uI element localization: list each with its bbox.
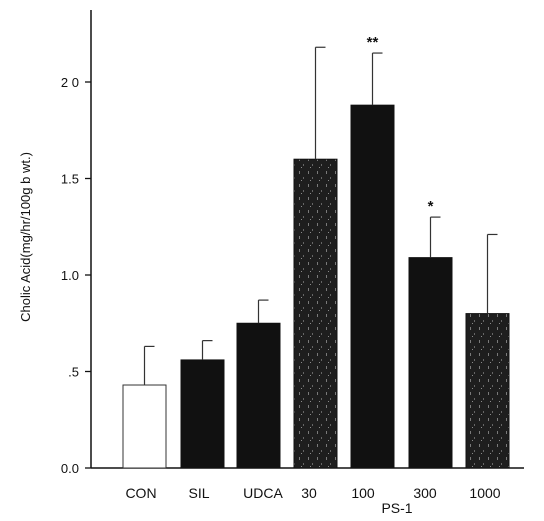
y-tick-label: 2 0 [61,75,79,90]
y-tick-label: .5 [68,365,79,380]
x-tick-label: SIL [188,485,209,501]
category-labels: CON SIL UDCA 30 100 300 1000 [125,485,500,501]
x-tick-label: 30 [301,485,317,501]
x-tick-label: 300 [413,485,437,501]
significance-labels: *** [367,34,434,215]
y-ticks: 0.0 .5 1.0 1.5 2 0 [61,75,91,476]
y-tick-label: 1.5 [61,172,79,187]
significance-marker: ** [367,34,379,51]
bar-30 [293,158,338,469]
bar-1000 [465,313,510,469]
bar-100 [350,104,395,469]
bar-300 [408,257,453,469]
x-tick-label: CON [125,485,156,501]
y-tick-label: 1.0 [61,268,79,283]
y-tick-label: 0.0 [61,461,79,476]
bar-SIL [180,359,225,469]
significance-marker: * [428,198,434,215]
bar-CON [122,384,167,469]
x-tick-label: 100 [351,485,375,501]
x-tick-label: UDCA [243,485,283,501]
bar-UDCA [236,322,281,469]
y-axis-title: Cholic Acid(mg/hr/100g b wt.) [18,152,33,322]
x-tick-label: 1000 [469,485,500,501]
bars [122,104,510,469]
error-bars [143,46,498,386]
group-label: PS-1 [381,500,412,516]
